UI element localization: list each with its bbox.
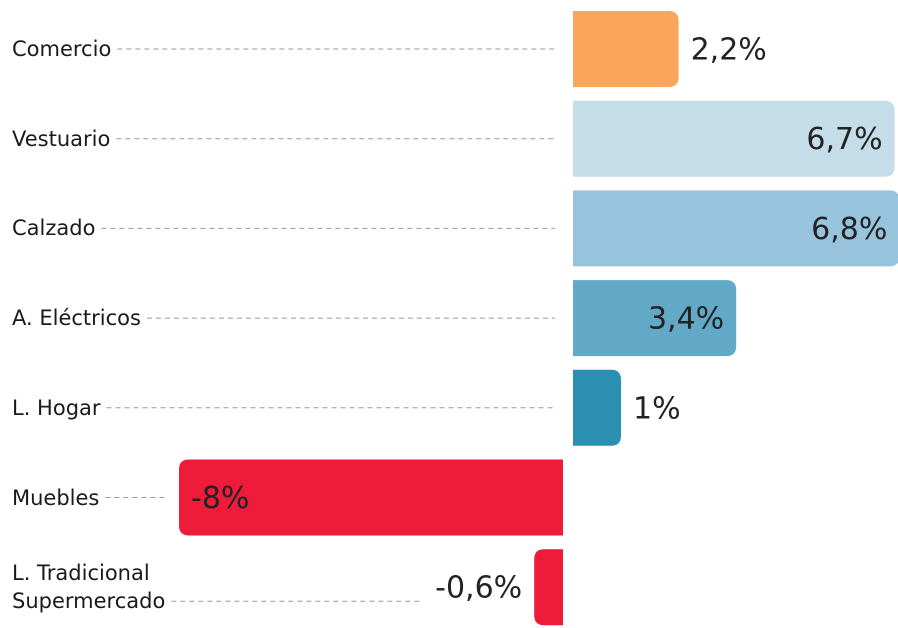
bar <box>573 280 737 357</box>
bar <box>573 190 898 267</box>
value-label: 2,2% <box>691 33 767 68</box>
category-label: L. Tradicional Supermercado <box>12 561 166 614</box>
value-label: 1% <box>633 391 681 426</box>
bar <box>573 100 895 177</box>
value-label: 3,4% <box>648 302 724 337</box>
bar <box>179 459 563 536</box>
value-label: 6,7% <box>806 122 882 157</box>
value-label: 6,8% <box>811 212 887 247</box>
category-label: Muebles <box>12 485 100 510</box>
bar <box>573 11 679 87</box>
category-label: Calzado <box>12 216 96 241</box>
category-label: L. Hogar <box>12 395 101 420</box>
value-label: -8% <box>191 481 249 516</box>
bar <box>573 369 621 446</box>
category-label: A. Eléctricos <box>12 306 141 331</box>
category-label: Vestuario <box>12 126 111 151</box>
bar <box>534 549 563 626</box>
value-label: -0,6% <box>435 571 522 606</box>
category-label: Comercio <box>12 37 112 61</box>
